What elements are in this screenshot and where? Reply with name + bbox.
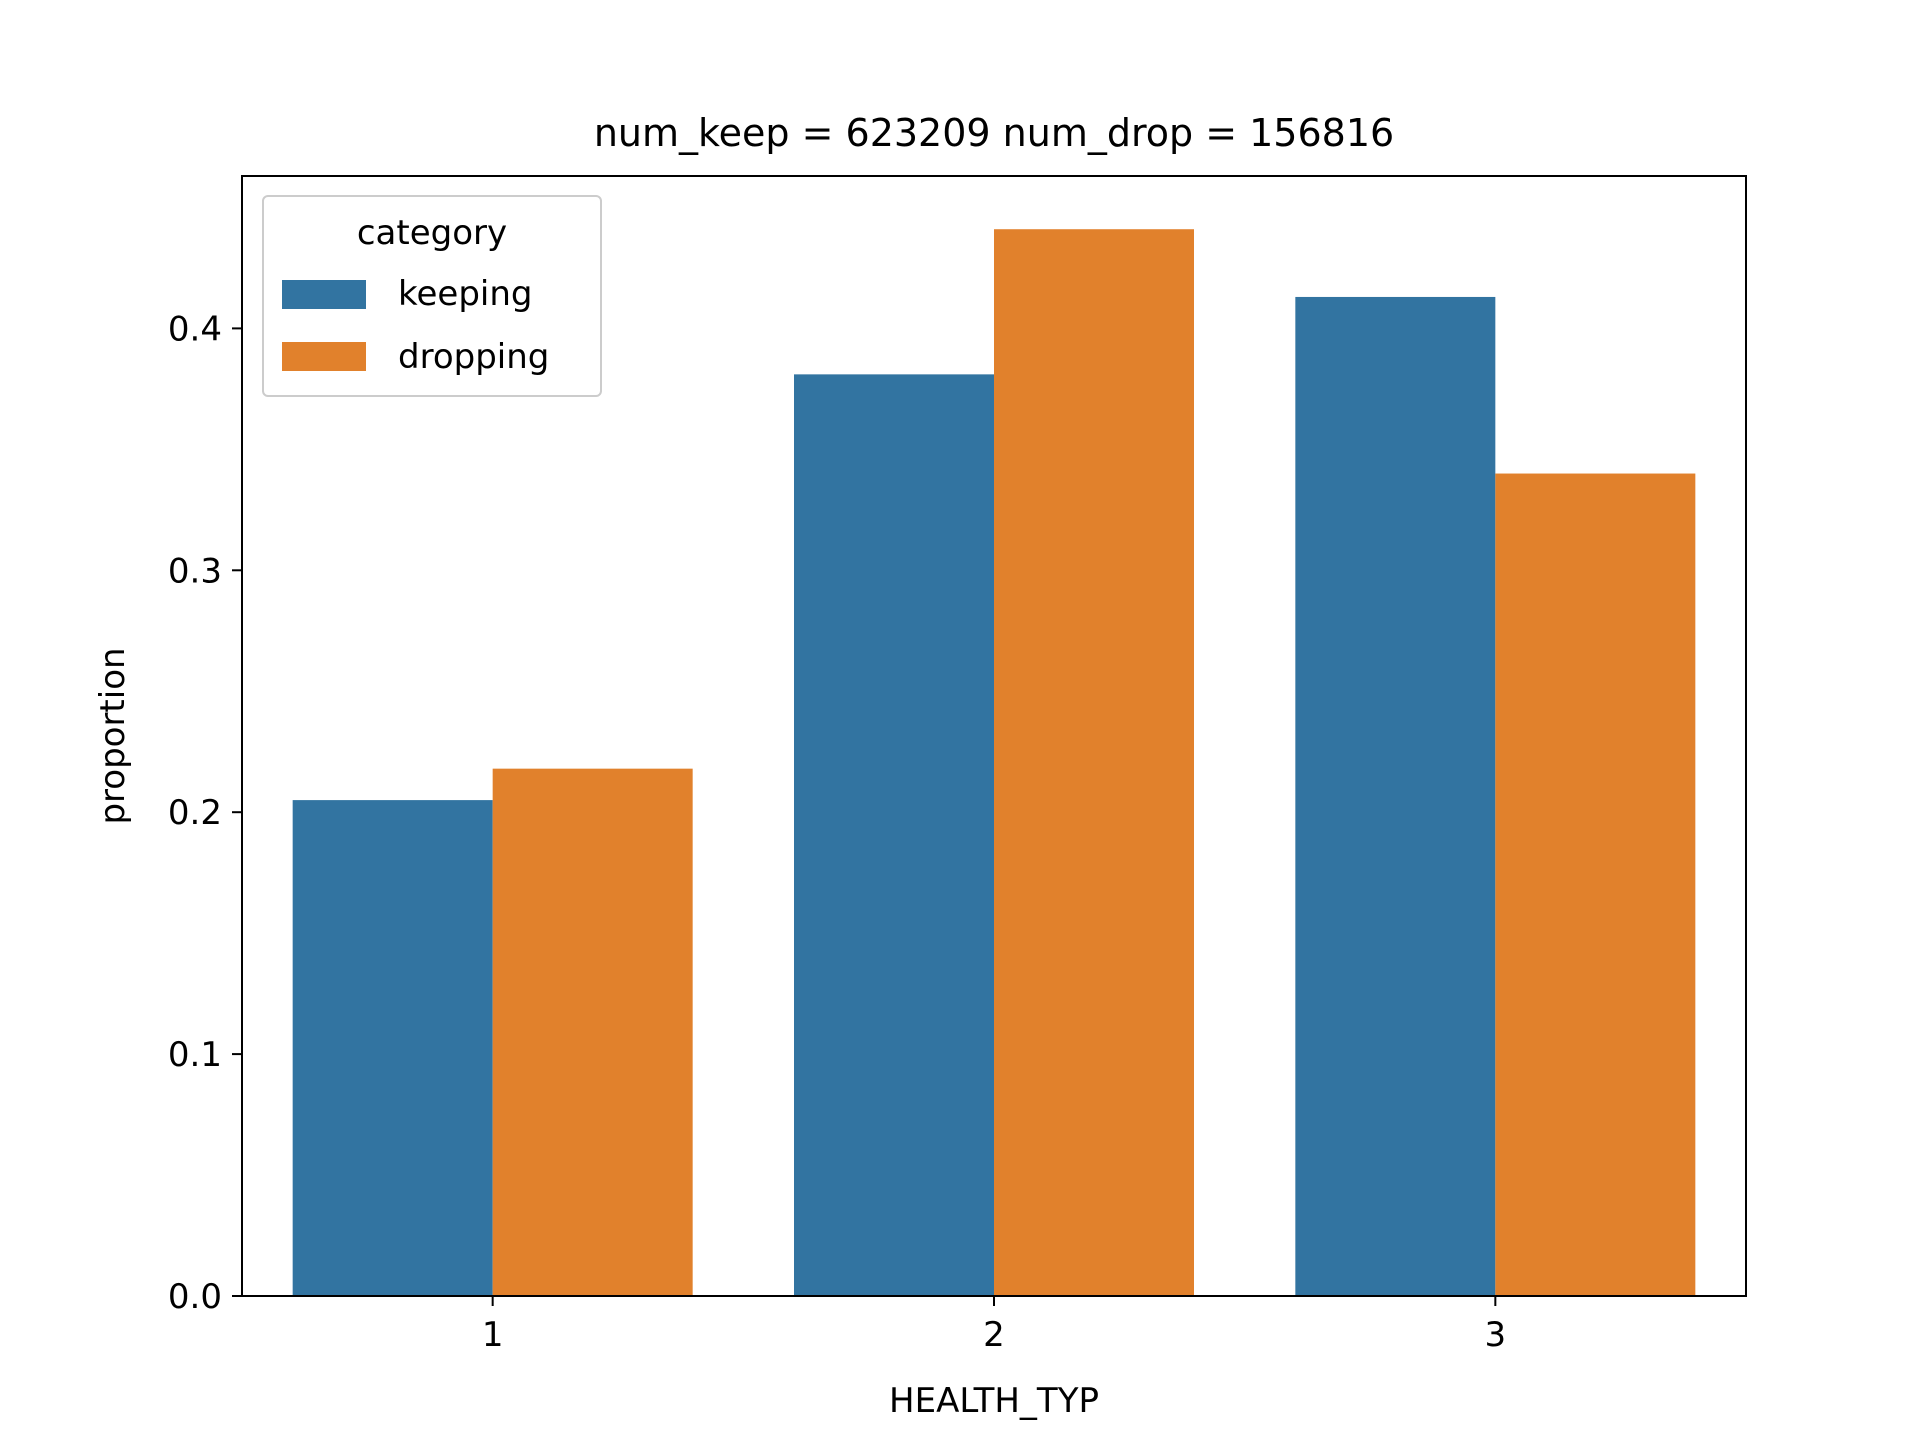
legend-title: category (357, 213, 507, 253)
y-tick-label: 0.2 (168, 793, 222, 833)
x-tick-label: 3 (1485, 1315, 1507, 1355)
bars-layer (292, 229, 1696, 1296)
y-axis-label: proportion (93, 647, 133, 824)
x-axis-label: HEALTH_TYP (889, 1381, 1099, 1421)
chart-title: num_keep = 623209 num_drop = 156816 (594, 111, 1394, 155)
legend-label-dropping: dropping (398, 337, 549, 377)
x-tick-label: 1 (482, 1315, 504, 1355)
legend-swatch-dropping (282, 342, 366, 371)
bar-dropping-3 (1495, 473, 1696, 1296)
y-tick-label: 0.1 (168, 1035, 222, 1075)
x-tick-label: 2 (983, 1315, 1005, 1355)
legend: category keeping dropping (262, 195, 602, 397)
bar-dropping-2 (994, 229, 1194, 1296)
y-tick-label: 0.4 (168, 309, 222, 349)
axes-layer: 0.0 0.1 0.2 0.3 0.4 1 2 3 (168, 175, 1747, 1355)
y-tick-label: 0.0 (168, 1277, 222, 1317)
bar-keeping-1 (292, 800, 493, 1296)
legend-swatch-keeping (282, 280, 366, 309)
bar-dropping-1 (492, 768, 693, 1296)
bar-keeping-2 (794, 374, 994, 1296)
y-tick-label: 0.3 (168, 551, 222, 591)
bar-keeping-3 (1295, 296, 1496, 1296)
legend-label-keeping: keeping (398, 274, 532, 314)
